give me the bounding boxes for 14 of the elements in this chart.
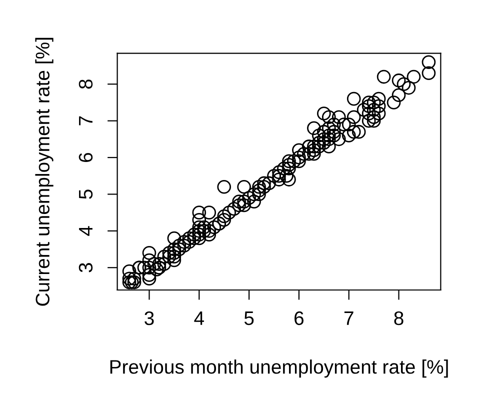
x-tick-label: 6 bbox=[294, 311, 304, 326]
x-tick-label: 7 bbox=[344, 312, 354, 325]
y-tick-label: 7 bbox=[79, 116, 92, 126]
y-tick-label: 4 bbox=[79, 226, 92, 236]
x-tick-label: 3 bbox=[144, 311, 154, 326]
x-axis-title: Previous month unemployment rate [%] bbox=[110, 360, 448, 378]
y-tick-label: 6 bbox=[78, 152, 93, 162]
y-tick-label: 5 bbox=[79, 190, 93, 199]
y-tick-label: 3 bbox=[78, 263, 93, 272]
x-tick-label: 4 bbox=[194, 312, 204, 325]
x-tick-label: 5 bbox=[244, 312, 254, 326]
x-tick-label: 8 bbox=[394, 311, 404, 326]
y-tick-label: 8 bbox=[78, 80, 93, 89]
y-axis-title: Current unemployment rate [%] bbox=[35, 38, 54, 306]
